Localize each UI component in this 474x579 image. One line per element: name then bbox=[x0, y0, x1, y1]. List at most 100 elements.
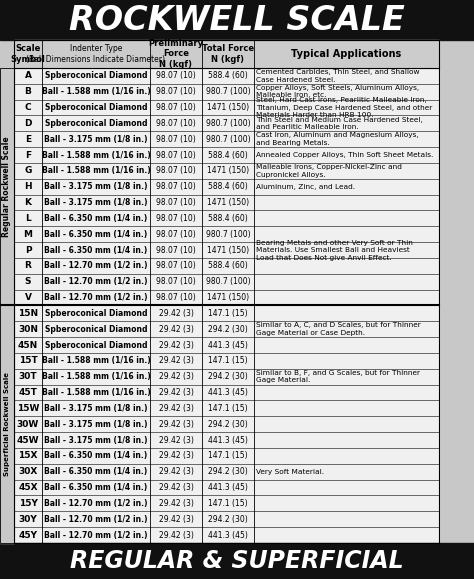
Text: F: F bbox=[25, 151, 31, 160]
Text: 45T: 45T bbox=[18, 388, 37, 397]
Text: 98.07 (10): 98.07 (10) bbox=[156, 277, 196, 286]
Text: P: P bbox=[25, 245, 31, 255]
Text: 441.3 (45): 441.3 (45) bbox=[208, 483, 248, 492]
Text: Indenter Type
(Ball Dimensions Indicate Diameter): Indenter Type (Ball Dimensions Indicate … bbox=[27, 45, 165, 64]
Bar bbox=[14, 369, 439, 384]
Text: 29.42 (3): 29.42 (3) bbox=[159, 325, 193, 334]
Text: 15X: 15X bbox=[18, 452, 38, 460]
Text: 29.42 (3): 29.42 (3) bbox=[159, 499, 193, 508]
Bar bbox=[14, 337, 439, 353]
Text: 29.42 (3): 29.42 (3) bbox=[159, 340, 193, 350]
Text: Ball - 12.70 mm (1/2 in.): Ball - 12.70 mm (1/2 in.) bbox=[44, 261, 148, 270]
Text: Ball - 12.70 mm (1/2 in.): Ball - 12.70 mm (1/2 in.) bbox=[44, 515, 148, 524]
Text: 98.07 (10): 98.07 (10) bbox=[156, 198, 196, 207]
Text: 588.4 (60): 588.4 (60) bbox=[208, 261, 248, 270]
Text: V: V bbox=[25, 293, 31, 302]
Text: 29.42 (3): 29.42 (3) bbox=[159, 309, 193, 318]
Text: Ball - 12.70 mm (1/2 in.): Ball - 12.70 mm (1/2 in.) bbox=[44, 530, 148, 540]
Bar bbox=[14, 432, 439, 448]
Text: 1471 (150): 1471 (150) bbox=[207, 103, 249, 112]
Text: Total Force
N (kgf): Total Force N (kgf) bbox=[202, 45, 254, 64]
Text: Ball - 6.350 mm (1/4 in.): Ball - 6.350 mm (1/4 in.) bbox=[45, 245, 147, 255]
Text: 15Y: 15Y bbox=[18, 499, 37, 508]
Text: 98.07 (10): 98.07 (10) bbox=[156, 119, 196, 128]
Text: Cast Iron, Aluminum and Magnesium Alloys,
and Bearing Metals.: Cast Iron, Aluminum and Magnesium Alloys… bbox=[256, 133, 419, 146]
Text: 588.4 (60): 588.4 (60) bbox=[208, 182, 248, 191]
Text: Spberoconical Diamond: Spberoconical Diamond bbox=[45, 325, 147, 334]
Text: Ball - 6.350 mm (1/4 in.): Ball - 6.350 mm (1/4 in.) bbox=[45, 483, 147, 492]
Text: Malleable Irons, Copper-Nickel-Zinc and
Cupronickel Alloys.: Malleable Irons, Copper-Nickel-Zinc and … bbox=[256, 164, 402, 178]
Bar bbox=[14, 258, 439, 274]
Bar bbox=[14, 179, 439, 195]
Text: 45N: 45N bbox=[18, 340, 38, 350]
Bar bbox=[14, 464, 439, 479]
Text: Ball - 6.350 mm (1/4 in.): Ball - 6.350 mm (1/4 in.) bbox=[45, 467, 147, 477]
Text: 294.2 (30): 294.2 (30) bbox=[208, 325, 248, 334]
Bar bbox=[14, 84, 439, 100]
Text: 1471 (150): 1471 (150) bbox=[207, 166, 249, 175]
Text: 588.4 (60): 588.4 (60) bbox=[208, 214, 248, 223]
Text: 980.7 (100): 980.7 (100) bbox=[206, 135, 250, 144]
Text: 29.42 (3): 29.42 (3) bbox=[159, 420, 193, 429]
Bar bbox=[14, 100, 439, 115]
Text: Spberoconical Diamond: Spberoconical Diamond bbox=[45, 309, 147, 318]
Text: 45X: 45X bbox=[18, 483, 38, 492]
Bar bbox=[14, 479, 439, 496]
Text: Ball - 1.588 mm (1/16 in.): Ball - 1.588 mm (1/16 in.) bbox=[42, 87, 150, 96]
Text: 30N: 30N bbox=[18, 325, 38, 334]
Text: 30T: 30T bbox=[18, 372, 37, 381]
Bar bbox=[14, 115, 439, 131]
Text: 98.07 (10): 98.07 (10) bbox=[156, 293, 196, 302]
Bar bbox=[14, 306, 439, 321]
Text: 147.1 (15): 147.1 (15) bbox=[208, 452, 248, 460]
Text: R: R bbox=[25, 261, 31, 270]
Bar bbox=[14, 290, 439, 306]
Text: 1471 (150): 1471 (150) bbox=[207, 198, 249, 207]
Text: 98.07 (10): 98.07 (10) bbox=[156, 182, 196, 191]
Text: C: C bbox=[25, 103, 31, 112]
Text: Ball - 6.350 mm (1/4 in.): Ball - 6.350 mm (1/4 in.) bbox=[45, 452, 147, 460]
Text: K: K bbox=[25, 198, 31, 207]
Text: 98.07 (10): 98.07 (10) bbox=[156, 245, 196, 255]
Text: Ball - 1.588 mm (1/16 in.): Ball - 1.588 mm (1/16 in.) bbox=[42, 372, 150, 381]
Text: M: M bbox=[24, 230, 33, 239]
Text: 980.7 (100): 980.7 (100) bbox=[206, 230, 250, 239]
Text: 147.1 (15): 147.1 (15) bbox=[208, 357, 248, 365]
Text: 45W: 45W bbox=[17, 435, 39, 445]
Text: Ball - 12.70 mm (1/2 in.): Ball - 12.70 mm (1/2 in.) bbox=[44, 277, 148, 286]
Text: 29.42 (3): 29.42 (3) bbox=[159, 483, 193, 492]
Text: 29.42 (3): 29.42 (3) bbox=[159, 357, 193, 365]
Text: 294.2 (30): 294.2 (30) bbox=[208, 420, 248, 429]
Text: 29.42 (3): 29.42 (3) bbox=[159, 388, 193, 397]
Bar bbox=[0, 306, 14, 543]
Text: 147.1 (15): 147.1 (15) bbox=[208, 404, 248, 413]
Text: H: H bbox=[24, 182, 32, 191]
Text: REGULAR & SUPERFICIAL: REGULAR & SUPERFICIAL bbox=[70, 549, 404, 573]
Text: 98.07 (10): 98.07 (10) bbox=[156, 71, 196, 80]
Text: Annealed Copper Alloys, Thin Soft Sheet Metals.: Annealed Copper Alloys, Thin Soft Sheet … bbox=[256, 152, 433, 158]
Text: Spberoconical Diamond: Spberoconical Diamond bbox=[45, 119, 147, 128]
Text: G: G bbox=[24, 166, 32, 175]
Bar bbox=[14, 353, 439, 369]
Text: 980.7 (100): 980.7 (100) bbox=[206, 87, 250, 96]
Text: 15W: 15W bbox=[17, 404, 39, 413]
Bar bbox=[14, 242, 439, 258]
Bar bbox=[14, 40, 439, 543]
Text: 98.07 (10): 98.07 (10) bbox=[156, 103, 196, 112]
Text: 98.07 (10): 98.07 (10) bbox=[156, 135, 196, 144]
Text: 1471 (150): 1471 (150) bbox=[207, 245, 249, 255]
Text: Ball - 6.350 mm (1/4 in.): Ball - 6.350 mm (1/4 in.) bbox=[45, 214, 147, 223]
Text: Ball - 3.175 mm (1/8 in.): Ball - 3.175 mm (1/8 in.) bbox=[44, 182, 148, 191]
Text: Ball - 1.588 mm (1/16 in.): Ball - 1.588 mm (1/16 in.) bbox=[42, 357, 150, 365]
Text: Ball - 3.175 mm (1/8 in.): Ball - 3.175 mm (1/8 in.) bbox=[44, 404, 148, 413]
Text: L: L bbox=[25, 214, 31, 223]
Text: Ball - 3.175 mm (1/8 in.): Ball - 3.175 mm (1/8 in.) bbox=[44, 420, 148, 429]
Bar bbox=[14, 211, 439, 226]
Text: Ball - 3.175 mm (1/8 in.): Ball - 3.175 mm (1/8 in.) bbox=[44, 198, 148, 207]
Bar bbox=[14, 448, 439, 464]
Text: 15T: 15T bbox=[18, 357, 37, 365]
Text: 45Y: 45Y bbox=[18, 530, 37, 540]
Bar bbox=[14, 40, 439, 68]
Text: Typical Applications: Typical Applications bbox=[292, 49, 401, 59]
Text: 441.3 (45): 441.3 (45) bbox=[208, 435, 248, 445]
